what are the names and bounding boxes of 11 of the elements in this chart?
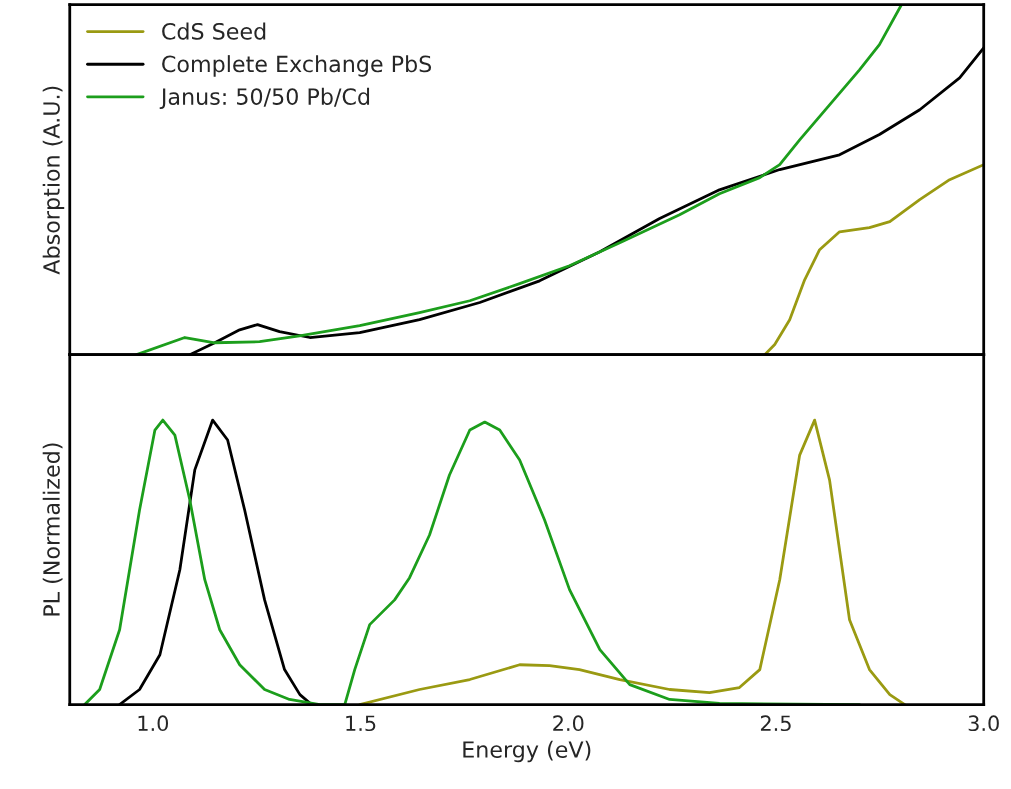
x-tick-label: 1.0	[138, 715, 169, 732]
x-tick-label: 1.5	[346, 715, 376, 732]
legend-label: Complete Exchange PbS	[162, 55, 432, 77]
legend-label: Janus: 50/50 Pb/Cd	[159, 87, 370, 110]
x-tick-label: 2.0	[553, 715, 584, 732]
legend-label: CdS Seed	[162, 22, 266, 40]
x-tick-label: 3.0	[968, 715, 999, 732]
y-axis-title: PL (Normalized)	[42, 443, 63, 616]
x-tick-label: 2.5	[760, 715, 791, 732]
y-axis-title: Absorption (A.U.)	[42, 86, 65, 275]
x-axis-title: Energy (eV)	[463, 740, 591, 763]
